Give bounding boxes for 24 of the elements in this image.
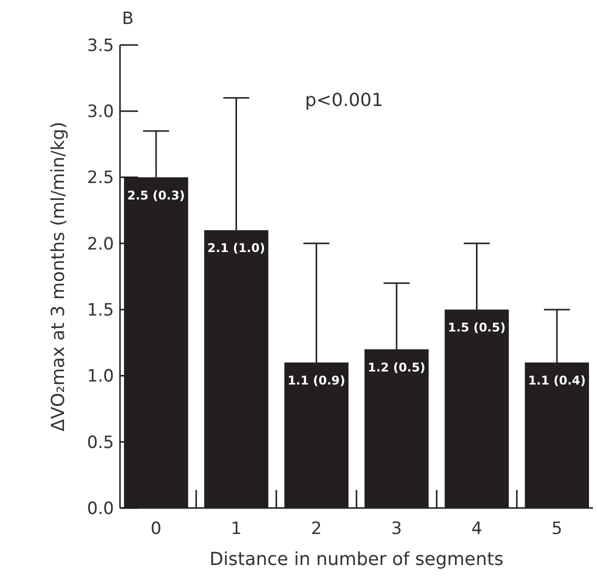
y-tick-label: 3.5 bbox=[86, 36, 114, 56]
y-tick-label: 0.0 bbox=[86, 498, 114, 519]
x-tick-label: 4 bbox=[471, 519, 482, 539]
data-label: 1.1 (0.4) bbox=[528, 373, 586, 388]
x-tick-label: 3 bbox=[391, 519, 402, 539]
x-tick-label: 5 bbox=[552, 519, 562, 539]
y-tick-label: 2.5 bbox=[86, 168, 114, 188]
y-tick-label: 1.0 bbox=[86, 366, 114, 387]
data-label: 1.5 (0.5) bbox=[448, 320, 506, 335]
data-label: 1.2 (0.5) bbox=[368, 360, 426, 374]
x-tick-label: 0 bbox=[150, 519, 162, 539]
y-tick-label: 1.5 bbox=[86, 300, 114, 321]
x-tick-label: 2 bbox=[311, 519, 322, 539]
y-tick-label: 0.5 bbox=[86, 432, 114, 453]
data-label: 2.5 (0.3) bbox=[127, 188, 185, 202]
y-tick-label: 3.0 bbox=[86, 102, 114, 122]
y-tick-label: 2.0 bbox=[86, 234, 114, 254]
data-label: 1.1 (0.9) bbox=[288, 373, 346, 388]
x-axis-title: Distance in number of segments bbox=[210, 549, 504, 570]
y-axis-title: ΔVO₂max at 3 months (ml/min/kg) bbox=[48, 122, 69, 432]
x-tick-label: 1 bbox=[230, 519, 242, 539]
annotation: p<0.001 bbox=[305, 90, 384, 111]
data-label: 2.1 (1.0) bbox=[207, 241, 266, 256]
chart-title: B bbox=[122, 9, 134, 29]
